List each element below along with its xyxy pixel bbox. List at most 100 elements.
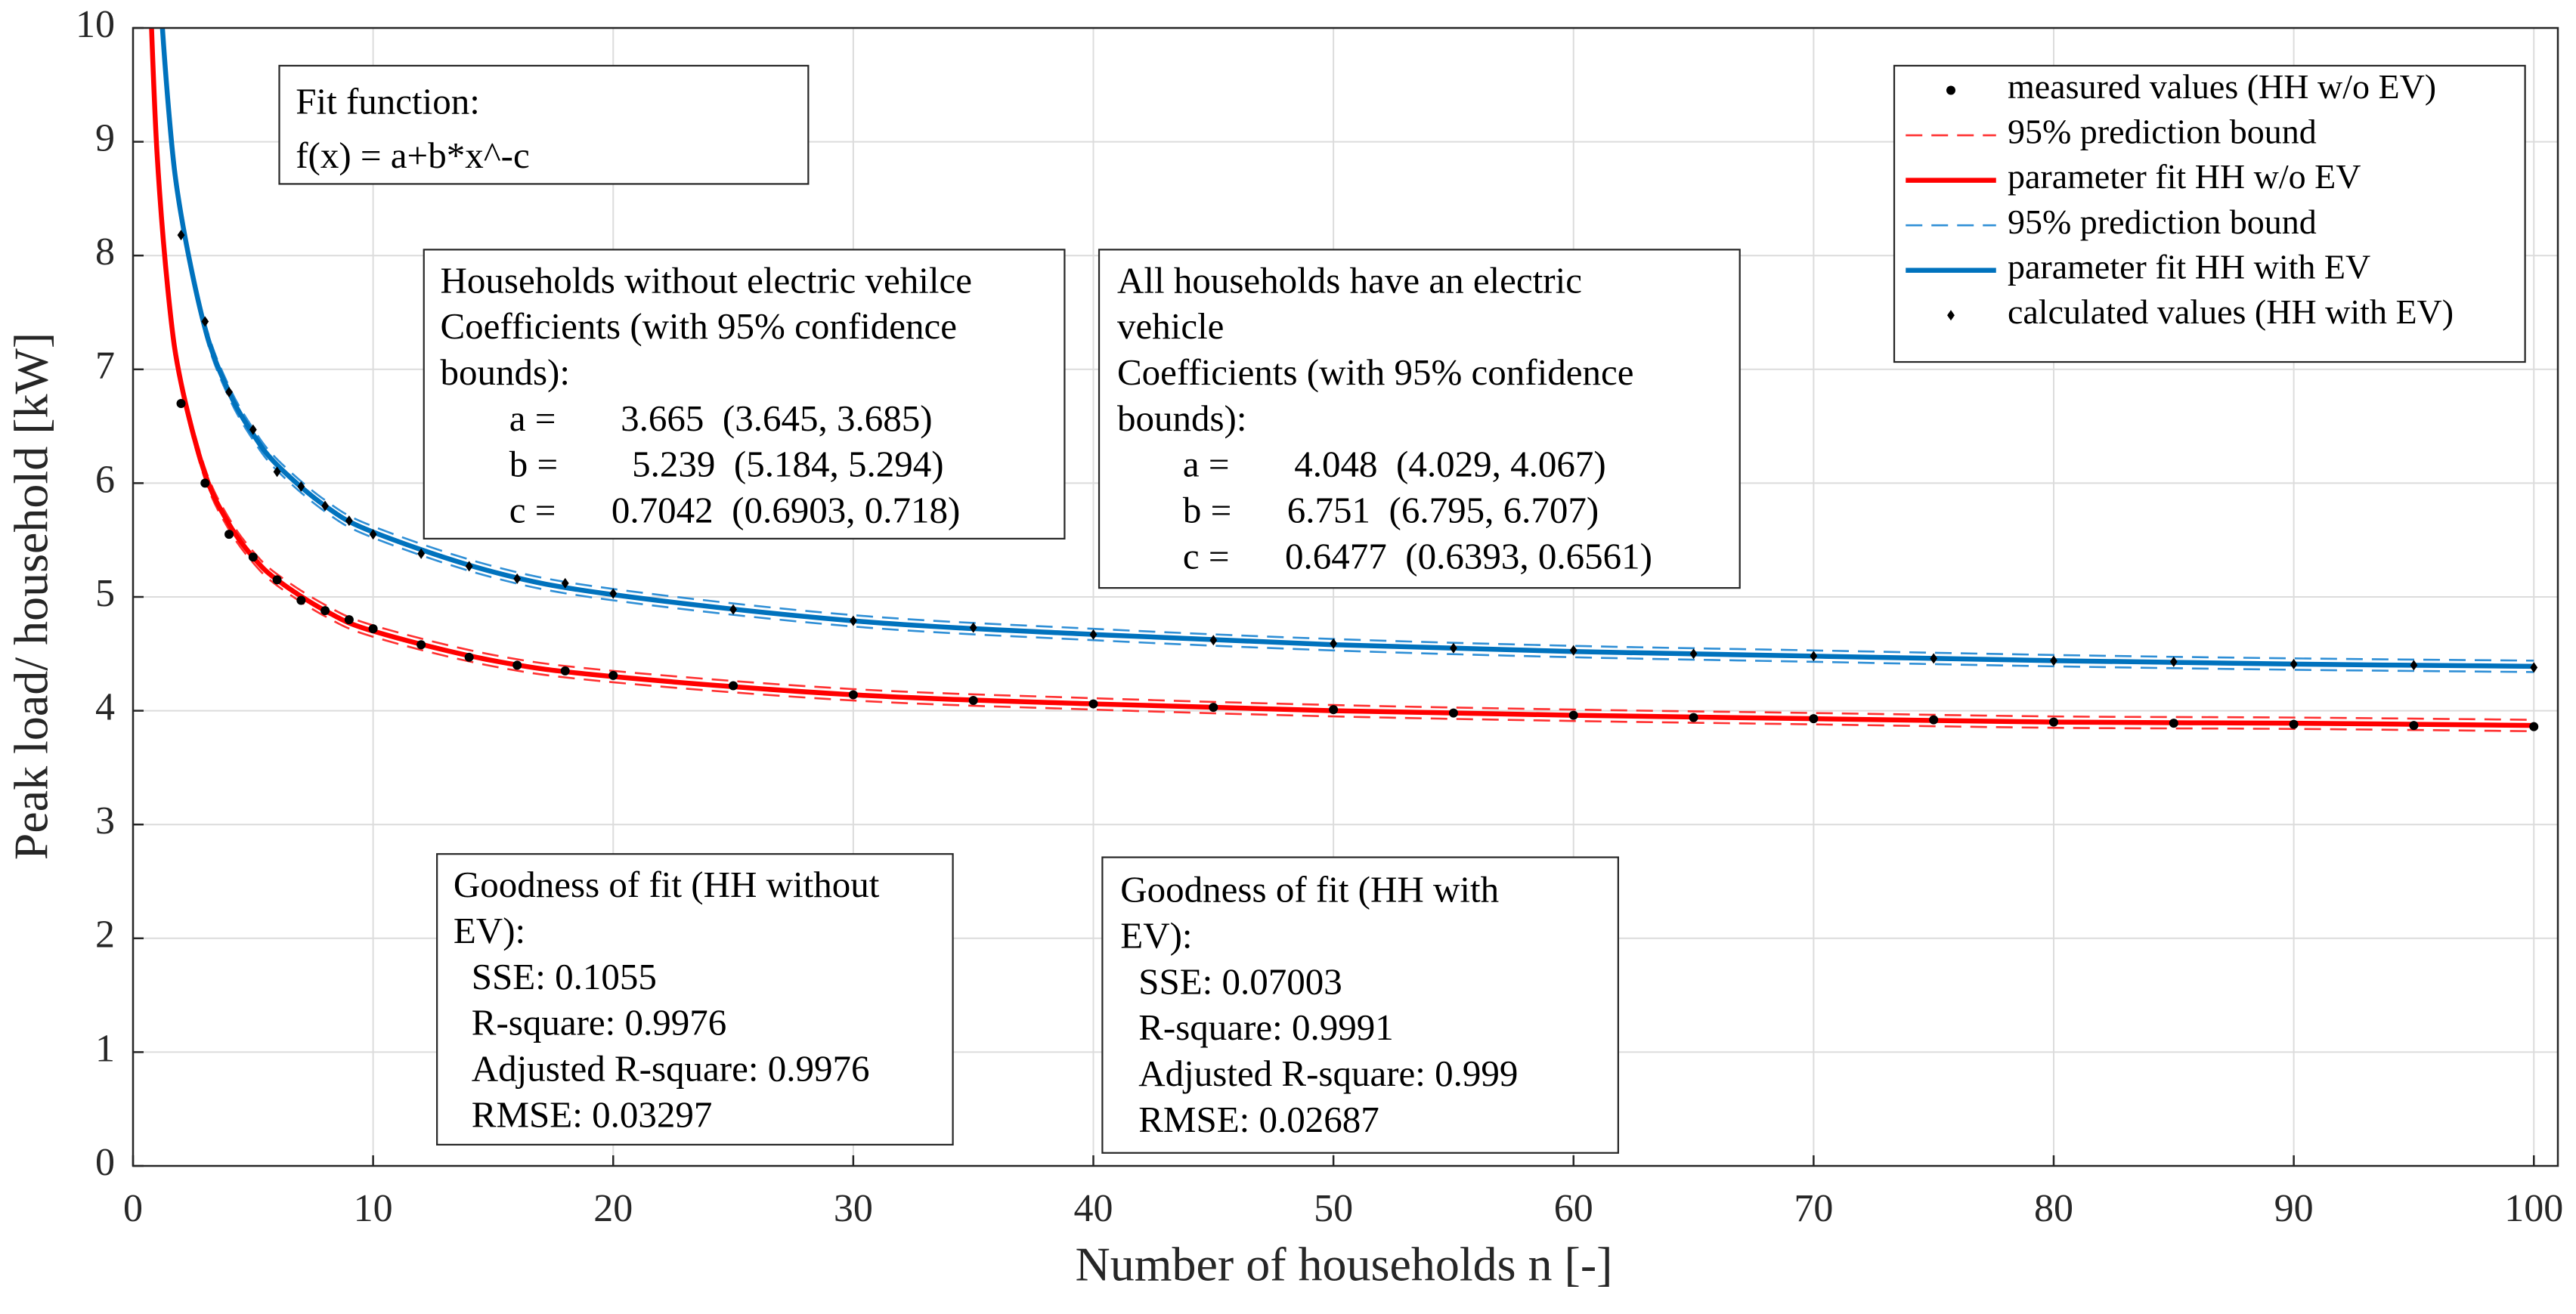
annotation-text: Goodness of fit (HH with	[1120, 869, 1499, 911]
data-point	[512, 660, 522, 670]
data-point	[297, 481, 305, 492]
data-point	[2289, 719, 2299, 729]
annotation-text: a = 3.665 (3.645, 3.685)	[509, 397, 933, 439]
annotation-text: Coefficients (with 95% confidence	[440, 305, 957, 347]
data-point	[849, 615, 857, 626]
legend-label: calculated values (HH with EV)	[2008, 292, 2454, 331]
annotation-text: b = 5.239 (5.184, 5.294)	[509, 444, 944, 485]
annotation-text: vehicle	[1117, 305, 1224, 347]
data-point	[729, 681, 738, 691]
x-tick-label: 20	[593, 1187, 633, 1230]
legend-label: parameter fit HH with EV	[2008, 247, 2370, 286]
x-tick-label: 40	[1073, 1187, 1113, 1230]
data-point	[368, 624, 378, 634]
x-tick-label: 100	[2504, 1187, 2563, 1230]
data-point	[1569, 645, 1577, 656]
y-tick-label: 4	[95, 686, 115, 729]
data-point	[1329, 705, 1339, 715]
data-point	[464, 652, 474, 662]
data-point	[272, 575, 282, 585]
legend-label: 95% prediction bound	[2008, 113, 2317, 151]
y-tick-label: 0	[95, 1141, 115, 1184]
data-point	[1929, 715, 1939, 725]
data-point	[344, 615, 354, 625]
data-point	[2169, 719, 2178, 728]
annotation-text: bounds):	[1117, 397, 1247, 439]
data-point	[1450, 642, 1457, 654]
data-point	[200, 478, 210, 488]
annotation-text: All households have an electric	[1117, 259, 1582, 301]
data-point	[1330, 638, 1338, 649]
y-tick-label: 8	[95, 230, 115, 274]
annotation-text: f(x) = a+b*x^-c	[296, 134, 530, 176]
annotation-text: EV):	[454, 910, 525, 951]
data-point	[2529, 722, 2539, 731]
data-point	[969, 622, 977, 633]
data-point	[417, 548, 426, 559]
legend-marker	[1946, 85, 1955, 95]
legend: measured values (HH w/o EV) 95% predictio…	[1893, 64, 2526, 363]
data-point	[2290, 658, 2298, 669]
annotation-text: R-square: 0.9976	[472, 1002, 727, 1043]
legend-label: measured values (HH w/o EV)	[2008, 67, 2436, 106]
data-point	[248, 552, 258, 562]
annotation-text: c = 0.7042 (0.6903, 0.718)	[509, 490, 961, 531]
data-point	[1089, 629, 1098, 640]
data-point	[1209, 635, 1218, 646]
data-point	[2410, 660, 2418, 671]
data-point	[176, 398, 186, 408]
data-point	[1689, 648, 1698, 660]
legend-label: parameter fit HH w/o EV	[2008, 157, 2361, 196]
data-point	[561, 577, 569, 589]
data-point	[968, 696, 978, 706]
data-point	[1809, 714, 1819, 724]
annotation-text: c = 0.6477 (0.6393, 0.6561)	[1183, 535, 1652, 577]
annotation-text: a = 4.048 (4.029, 4.067)	[1183, 444, 1606, 485]
data-point	[224, 530, 234, 540]
data-point	[345, 515, 353, 527]
x-tick-label: 90	[2274, 1187, 2314, 1230]
data-point	[249, 424, 257, 435]
data-point	[729, 604, 737, 615]
x-axis-label: Number of households n [-]	[1076, 1238, 1613, 1291]
data-point	[296, 595, 306, 605]
annotation-text: Households without electric vehilce	[440, 259, 971, 301]
legend-box	[1893, 64, 2526, 363]
annotation-text: Coefficients (with 95% confidence	[1117, 351, 1634, 393]
x-tick-label: 50	[1314, 1187, 1353, 1230]
y-tick-label: 3	[95, 799, 115, 843]
annotation-text: Adjusted R-square: 0.999	[1138, 1053, 1518, 1094]
data-point	[416, 640, 426, 650]
x-tick-label: 80	[2034, 1187, 2073, 1230]
annotation-text: R-square: 0.9991	[1138, 1006, 1394, 1048]
y-tick-label: 7	[95, 345, 115, 388]
data-point	[848, 690, 858, 700]
data-point	[1448, 708, 1458, 718]
annotation-text: SSE: 0.07003	[1138, 960, 1342, 1002]
x-tick-label: 0	[123, 1187, 143, 1230]
data-point	[321, 500, 329, 512]
ticks: 0 10 20 30 40 50 60 70 80 90 100 0 1 2 3 4 5 6 7 8 9 10	[76, 3, 2563, 1230]
y-tick-label: 2	[95, 914, 115, 957]
data-point	[465, 561, 473, 572]
annotation-text: RMSE: 0.03297	[472, 1093, 713, 1135]
x-tick-label: 30	[834, 1187, 873, 1230]
data-point	[320, 606, 330, 616]
y-tick-label: 5	[95, 572, 115, 615]
data-point	[1930, 653, 1938, 664]
legend-label: 95% prediction bound	[2008, 203, 2317, 241]
annotation-text: b = 6.751 (6.795, 6.707)	[1183, 490, 1599, 531]
data-point	[2530, 662, 2538, 673]
data-point	[201, 316, 209, 327]
annotation-text: Fit function:	[296, 80, 480, 122]
data-point	[1088, 699, 1098, 709]
annotation-box	[423, 249, 1066, 540]
data-point	[560, 666, 570, 676]
data-point	[1568, 710, 1578, 720]
x-tick-label: 10	[354, 1187, 393, 1230]
data-point	[2048, 717, 2058, 727]
data-point	[609, 588, 618, 599]
y-axis-label: Peak load/ household [kW]	[5, 332, 58, 861]
